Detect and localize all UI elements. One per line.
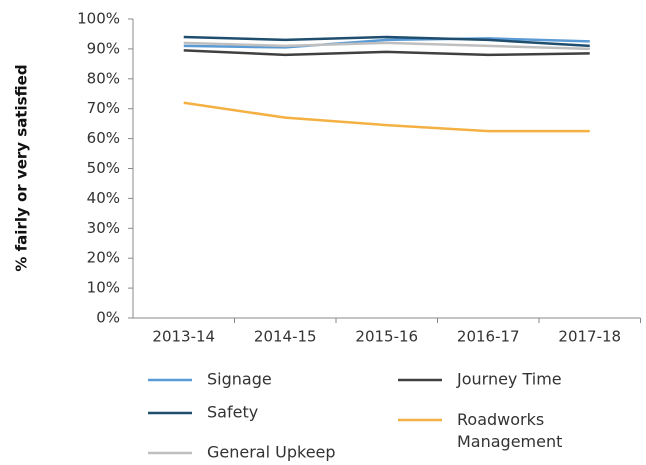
series-line <box>183 41 590 51</box>
series-line <box>183 49 590 57</box>
y-tick-label: 10% <box>87 279 120 297</box>
legend-label: Journey Time <box>456 370 562 389</box>
x-tick-label: 2017-18 <box>558 328 621 346</box>
y-tick-label: 90% <box>87 39 120 57</box>
y-tick-label: 80% <box>87 69 120 87</box>
series-line <box>183 101 590 133</box>
legend-label: Signage <box>207 370 272 389</box>
legend-label: Roadworks Management <box>457 410 562 451</box>
x-tick-label: 2016-17 <box>457 328 520 346</box>
legend-label: General Upkeep <box>207 443 336 462</box>
y-tick-label: 50% <box>87 159 120 177</box>
y-axis-title: % fairly or very satisfied <box>13 64 31 271</box>
y-tick-label: 30% <box>87 219 120 237</box>
x-tick-label: 2015-16 <box>355 328 418 346</box>
y-tick-label: 40% <box>87 189 120 207</box>
y-tick-label: 20% <box>87 249 120 267</box>
y-tick-label: 70% <box>87 99 120 117</box>
y-tick-label: 100% <box>77 10 120 28</box>
series-line <box>183 37 590 49</box>
legend-label: Safety <box>207 403 258 422</box>
y-tick-label: 60% <box>87 129 120 147</box>
y-tick-label: 0% <box>96 309 120 327</box>
series-line <box>183 35 590 48</box>
x-tick-label: 2014-15 <box>254 328 317 346</box>
x-tick-label: 2013-14 <box>152 328 215 346</box>
